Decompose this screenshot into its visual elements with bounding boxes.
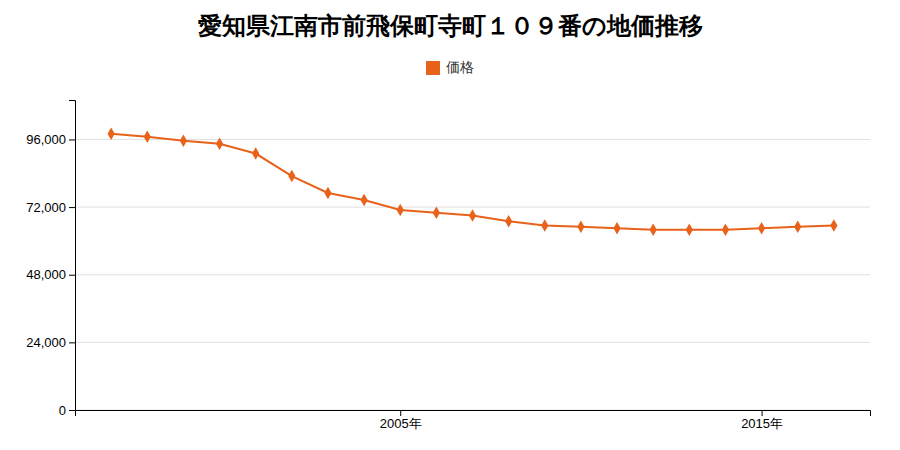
line [111, 134, 834, 230]
marker [108, 128, 115, 140]
chart: 愛知県江南市前飛保町寺町１０９番の地価推移 2005年 2015年 0 24,000 48… [0, 0, 900, 450]
marker [144, 130, 151, 142]
plot: 2005年 2015年 0 24,000 48,000 72,000 96,000 [26, 101, 870, 432]
axis-line [69, 101, 76, 411]
marker [433, 206, 440, 218]
grid-line [75, 342, 870, 343]
legend: 価格 [426, 59, 474, 75]
marker [830, 219, 837, 231]
marker [180, 135, 187, 147]
tick-label: 2015年 [741, 416, 783, 431]
tick-mark [762, 410, 763, 416]
marker [397, 204, 404, 216]
tick: 0 [59, 403, 75, 418]
marks [108, 128, 838, 236]
grid [75, 139, 870, 410]
legend-swatch [426, 61, 440, 75]
tick-label: 96,000 [26, 132, 66, 147]
grid-line [75, 207, 870, 208]
marker [758, 222, 765, 234]
tick-label: 24,000 [26, 335, 66, 350]
marker [505, 215, 512, 227]
tick: 2015年 [741, 410, 783, 431]
tick-mark [69, 342, 75, 343]
marker [360, 194, 367, 206]
title: 愛知県江南市前飛保町寺町１０９番の地価推移 [198, 12, 703, 40]
legend-label: 価格 [446, 59, 474, 75]
marker [613, 222, 620, 234]
grid-line [75, 274, 870, 275]
tick-mark [69, 275, 75, 276]
tick-mark [69, 207, 75, 208]
tick: 48,000 [26, 267, 75, 282]
marker [324, 187, 331, 199]
marker [686, 223, 693, 235]
tick-label: 48,000 [26, 267, 66, 282]
tick-label: 72,000 [26, 200, 66, 215]
tick-mark [69, 139, 75, 140]
tick: 24,000 [26, 335, 75, 350]
grid-line [75, 139, 870, 140]
tick: 72,000 [26, 200, 75, 215]
tick: 96,000 [26, 132, 75, 147]
marker [469, 209, 476, 221]
axis-line [76, 411, 871, 417]
marker [650, 223, 657, 235]
tick: 2005年 [380, 410, 422, 431]
x-axis: 2005年 2015年 [76, 410, 871, 431]
tick-label: 0 [59, 403, 66, 418]
marker [252, 147, 259, 159]
marker [794, 221, 801, 233]
tick-label: 2005年 [380, 416, 422, 431]
tick-mark [400, 410, 401, 416]
marker [288, 170, 295, 182]
marker [541, 219, 548, 231]
y-axis: 0 24,000 48,000 72,000 96,000 [26, 101, 75, 418]
marker [216, 137, 223, 149]
legend-item: 価格 [426, 59, 474, 75]
marker [722, 223, 729, 235]
marker [577, 221, 584, 233]
tick-mark [69, 410, 75, 411]
